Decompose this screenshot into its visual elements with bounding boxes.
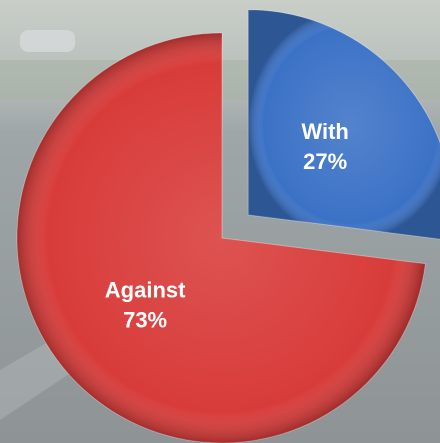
slice-value-label: 73%: [123, 308, 167, 333]
slice-value-label: 27%: [303, 149, 347, 174]
slice-category-label: Against: [105, 278, 186, 303]
background-car: [20, 30, 75, 52]
slice-category-label: With: [301, 119, 348, 144]
